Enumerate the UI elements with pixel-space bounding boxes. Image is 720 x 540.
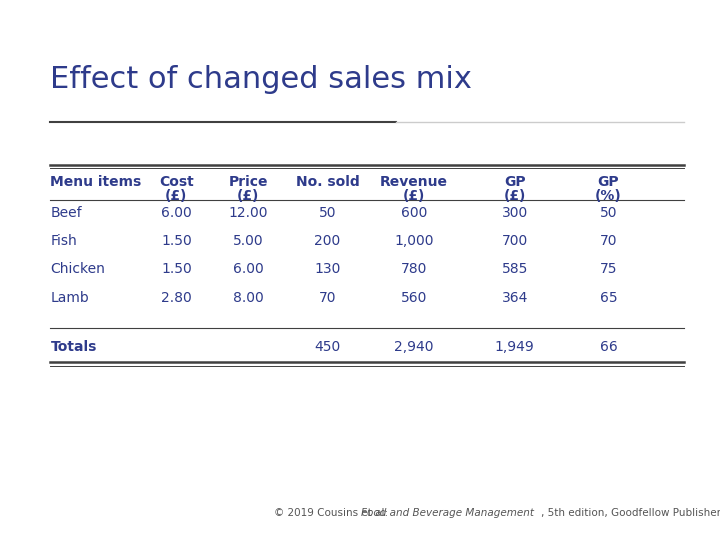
Text: (%): (%): [595, 189, 622, 203]
Text: (£): (£): [503, 189, 526, 203]
Text: (£): (£): [165, 189, 188, 203]
Text: 700: 700: [502, 234, 528, 248]
Text: 200: 200: [315, 234, 341, 248]
Text: 70: 70: [600, 234, 617, 248]
Text: Lamb: Lamb: [50, 291, 89, 305]
Text: 6.00: 6.00: [161, 206, 192, 220]
Text: , 5th edition, Goodfellow Publishers: , 5th edition, Goodfellow Publishers: [541, 508, 720, 518]
Text: Price: Price: [229, 176, 268, 190]
Text: Fish: Fish: [50, 234, 77, 248]
Text: 8.00: 8.00: [233, 291, 264, 305]
Text: 300: 300: [502, 206, 528, 220]
Text: (£): (£): [402, 189, 426, 203]
Text: Totals: Totals: [50, 340, 96, 354]
Text: 1.50: 1.50: [161, 262, 192, 276]
Text: Menu items: Menu items: [50, 176, 142, 190]
Text: GP: GP: [598, 176, 619, 190]
Text: Beef: Beef: [50, 206, 82, 220]
Text: 780: 780: [401, 262, 427, 276]
Text: 2.80: 2.80: [161, 291, 192, 305]
Text: 130: 130: [315, 262, 341, 276]
Text: 1,000: 1,000: [395, 234, 433, 248]
Text: 6.00: 6.00: [233, 262, 264, 276]
Text: Cost: Cost: [159, 176, 194, 190]
Text: 75: 75: [600, 262, 617, 276]
Text: 364: 364: [502, 291, 528, 305]
Text: 50: 50: [319, 206, 336, 220]
Text: 560: 560: [401, 291, 427, 305]
Text: 585: 585: [502, 262, 528, 276]
Text: 2,940: 2,940: [395, 340, 433, 354]
Text: 5.00: 5.00: [233, 234, 264, 248]
Text: 600: 600: [401, 206, 427, 220]
Text: (£): (£): [237, 189, 260, 203]
Text: 1.50: 1.50: [161, 234, 192, 248]
Text: Chicken: Chicken: [50, 262, 105, 276]
Text: Revenue: Revenue: [380, 176, 448, 190]
Text: 50: 50: [600, 206, 617, 220]
Text: 70: 70: [319, 291, 336, 305]
Text: 1,949: 1,949: [495, 340, 535, 354]
Text: No. sold: No. sold: [296, 176, 359, 190]
Text: Food and Beverage Management: Food and Beverage Management: [361, 508, 534, 518]
Text: 450: 450: [315, 340, 341, 354]
Text: 66: 66: [600, 340, 617, 354]
Text: Effect of changed sales mix: Effect of changed sales mix: [50, 65, 472, 94]
Text: 65: 65: [600, 291, 617, 305]
Text: © 2019 Cousins et al:: © 2019 Cousins et al:: [274, 508, 395, 518]
Text: GP: GP: [504, 176, 526, 190]
Text: 12.00: 12.00: [229, 206, 268, 220]
